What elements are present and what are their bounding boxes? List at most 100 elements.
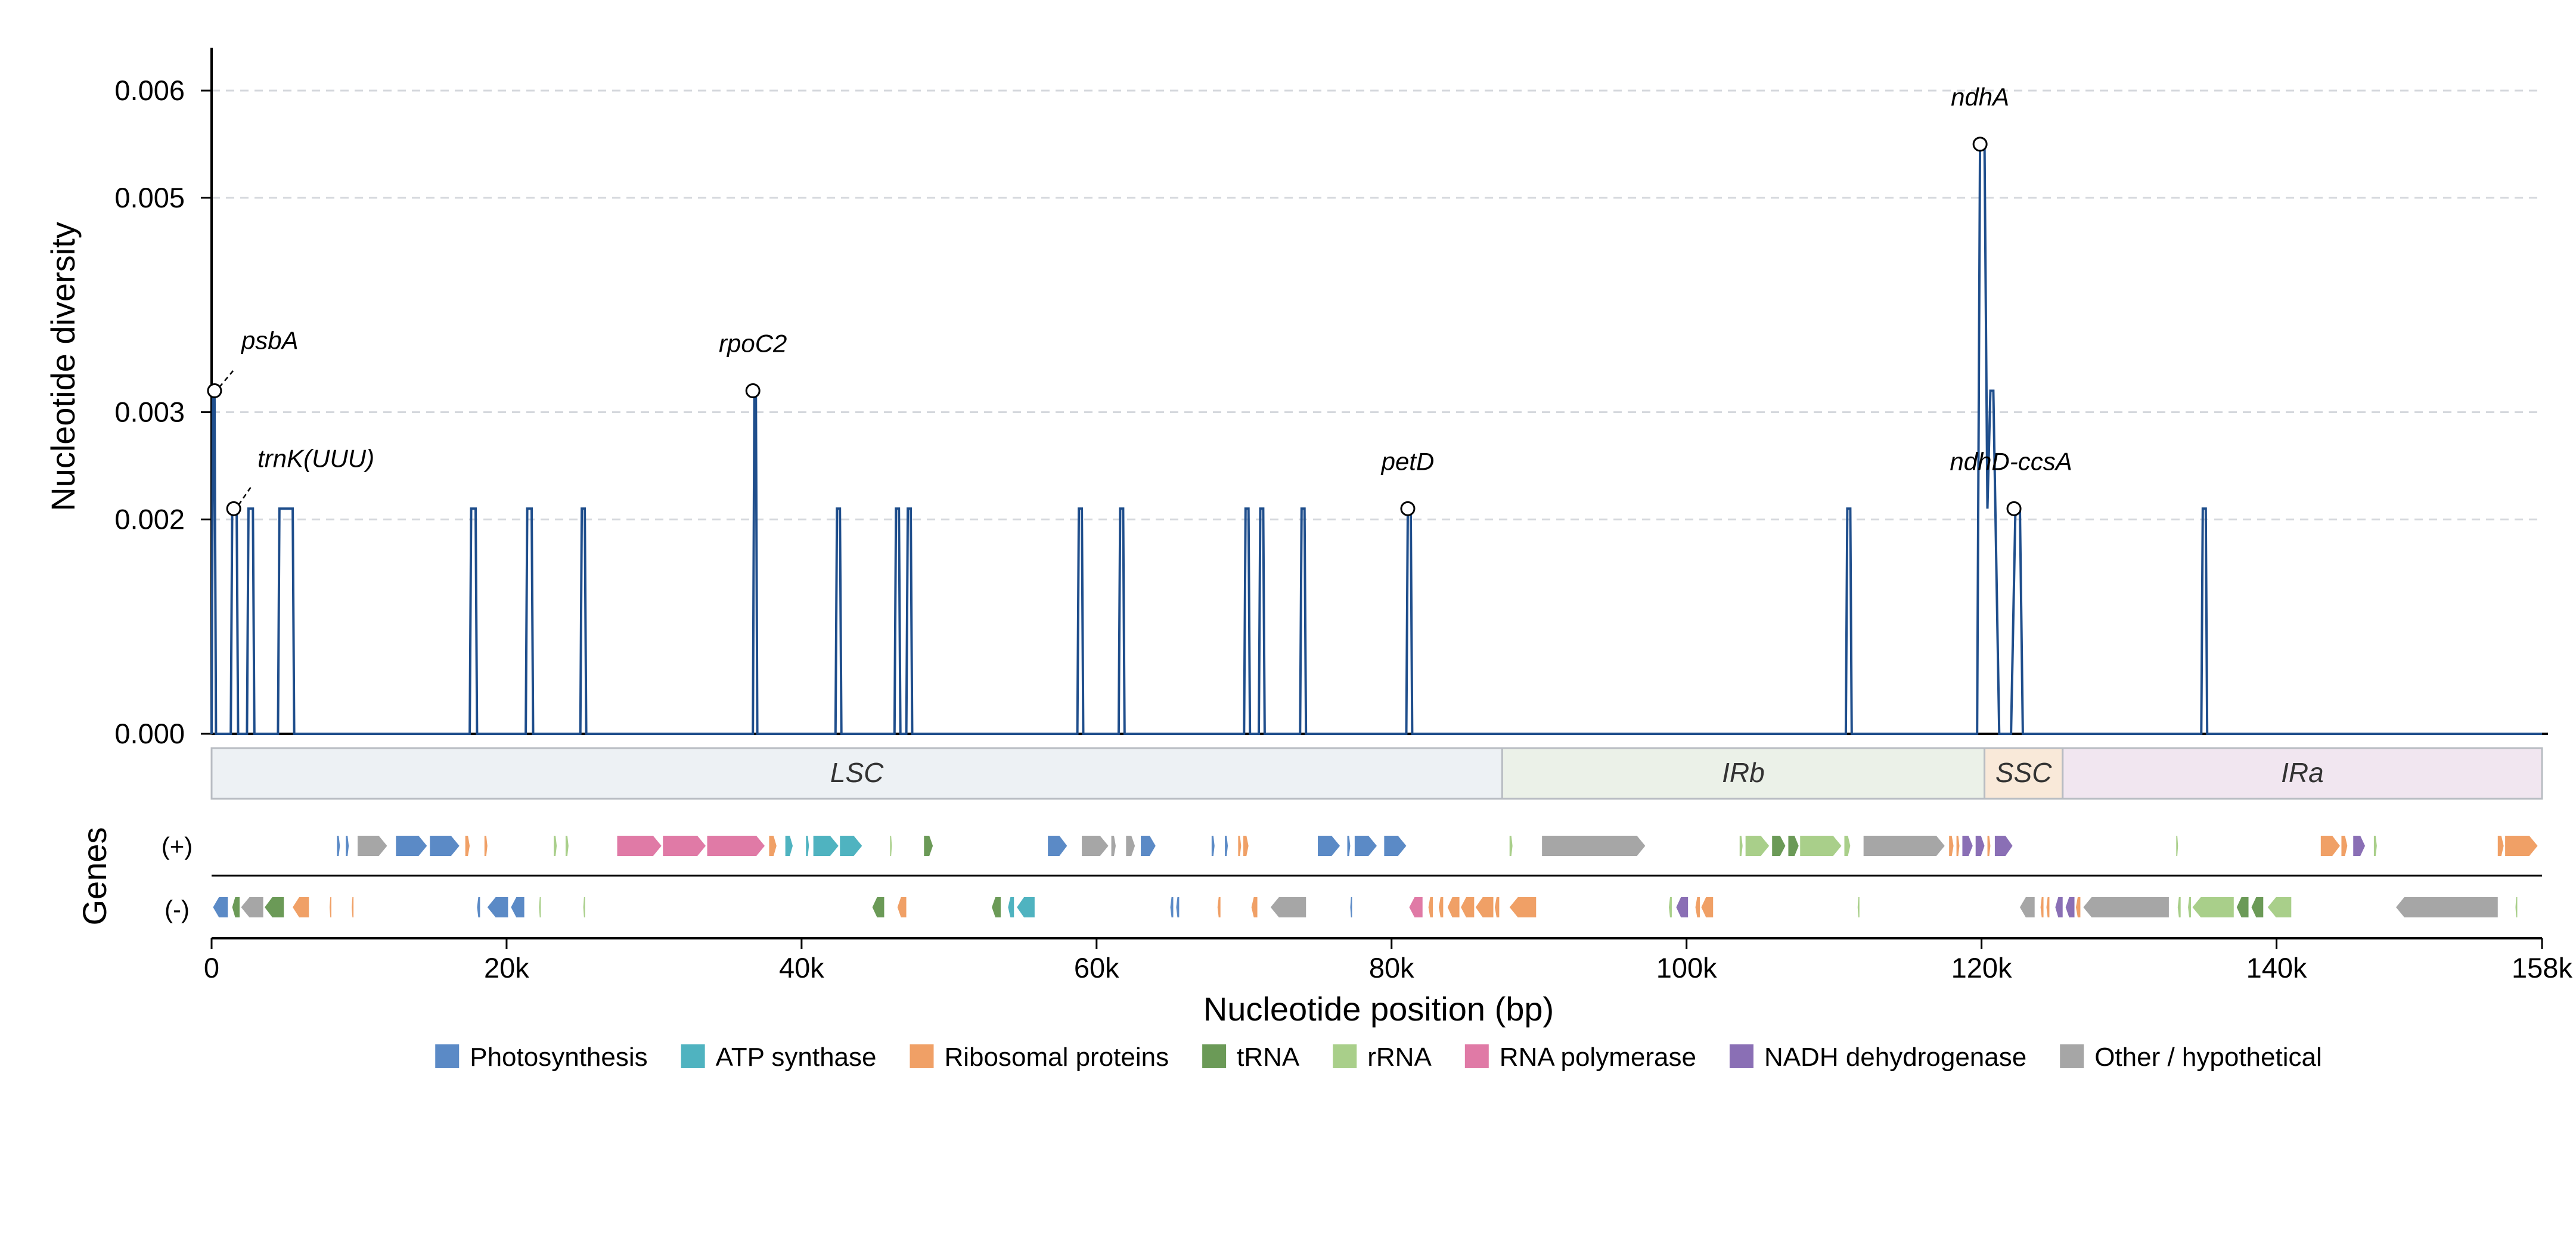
annotation-leader [238, 485, 253, 506]
legend-swatch-rrna [1333, 1044, 1357, 1068]
gene-minus [241, 897, 263, 917]
x-tick-label: 100k [1656, 952, 1717, 984]
gene-plus [2320, 836, 2340, 856]
genome-regions: LSC IRb SSC IRa [210, 747, 2543, 800]
gene-plus [1844, 836, 1851, 856]
gene-plus [565, 836, 569, 856]
y-tick-label: 0.005 [114, 182, 185, 213]
gene-minus [1509, 897, 1537, 917]
gene-plus [840, 836, 862, 856]
gene-plus [2341, 836, 2348, 856]
strand-label-minus: (-) [165, 895, 190, 923]
annotation-marker [745, 383, 761, 398]
gene-minus [2177, 897, 2181, 917]
legend-swatch-ndh [1729, 1044, 1753, 1068]
gene-minus [1676, 897, 1689, 917]
legend-label-rnap: RNA polymerase [1500, 1043, 1696, 1072]
gene-plus [1318, 836, 1340, 856]
gene-plus [1962, 836, 1973, 856]
gene-plus [785, 836, 793, 856]
legend-swatch-ribo [910, 1044, 934, 1068]
x-tick-label: 40k [779, 952, 824, 984]
axes: Nucleotide diversity Nucleotide position… [44, 48, 2572, 1028]
gene-plus [357, 836, 387, 856]
gene-plus [1987, 836, 1991, 856]
legend-swatch-photo [435, 1044, 460, 1068]
annotation-label: petD [1380, 447, 1435, 475]
diversity-line [210, 142, 2542, 735]
y-tick-label: 0.003 [114, 396, 185, 427]
x-tick-label: 158k [2512, 952, 2572, 984]
x-tick-label: 80k [1369, 952, 1414, 984]
gene-minus [1017, 897, 1035, 917]
gene-plus [1956, 836, 1960, 856]
gene-track [212, 836, 2542, 917]
y-axis-title: Nucleotide diversity [44, 222, 82, 511]
gene-plus [2373, 836, 2377, 856]
grid-lines [212, 89, 2542, 520]
gene-plus [1800, 836, 1842, 856]
gene-plus [1126, 836, 1135, 856]
gene-minus [1409, 897, 1423, 917]
gene-minus [2251, 897, 2264, 917]
gene-plus [2353, 836, 2366, 856]
gene-plus [890, 836, 892, 856]
y-tick-label: 0.006 [114, 75, 185, 106]
gene-plus [430, 836, 460, 856]
gene-minus [1350, 897, 1352, 917]
legend-label-other: Other / hypothetical [2094, 1043, 2322, 1072]
gene-minus [1668, 897, 1672, 917]
gene-plus [2497, 836, 2504, 856]
gene-minus [477, 897, 480, 917]
gene-minus [2083, 897, 2169, 917]
annotation-label: ndhA [1951, 83, 2009, 111]
gene-plus [396, 836, 427, 856]
legend-label-trna: tRNA [1237, 1043, 1300, 1072]
gene-minus [511, 897, 524, 917]
legend-swatch-atp [681, 1044, 705, 1068]
legend-label-ribo: Ribosomal proteins [944, 1043, 1169, 1072]
legend: Photosynthesis ATP synthase Ribosomal prot… [435, 1043, 2322, 1072]
region-label: IRb [1722, 757, 1765, 788]
gene-plus [924, 836, 933, 856]
gene-minus [992, 897, 1001, 917]
gene-plus [1509, 836, 1513, 856]
gene-minus [1176, 897, 1180, 917]
gene-minus [2236, 897, 2249, 917]
gene-plus [337, 836, 340, 856]
gene-plus [1082, 836, 1109, 856]
legend-swatch-rnap [1464, 1044, 1489, 1068]
gene-plus [1863, 836, 1945, 856]
gene-minus [1475, 897, 1494, 917]
gene-minus [487, 897, 508, 917]
gene-minus [2040, 897, 2044, 917]
gene-plus [2176, 836, 2178, 856]
gene-minus [293, 897, 309, 917]
annotation-marker [226, 501, 241, 516]
region-band [1984, 747, 2064, 800]
annotation-marker [1972, 137, 1988, 152]
x-tick-label: 20k [484, 952, 529, 984]
annotation-label: ndhD-ccsA [1950, 447, 2072, 475]
gene-minus [329, 897, 331, 917]
y-tick-label: 0.000 [114, 718, 185, 749]
gene-plus [663, 836, 706, 856]
gene-minus [213, 897, 228, 917]
gene-plus [707, 836, 765, 856]
gene-minus [265, 897, 284, 917]
gene-minus [1701, 897, 1714, 917]
gene-minus [1270, 897, 1306, 917]
gene-plus [2505, 836, 2538, 856]
gene-minus [2396, 897, 2498, 917]
gene-minus [2076, 897, 2081, 917]
gene-plus [554, 836, 557, 856]
gene-minus [1494, 897, 1500, 917]
region-label: LSC [830, 757, 884, 788]
gene-minus [1251, 897, 1258, 917]
gene-plus [1542, 836, 1646, 856]
x-tick-label: 140k [2246, 952, 2307, 984]
genes-track-title: Genes [76, 827, 113, 926]
gene-minus [352, 897, 354, 917]
